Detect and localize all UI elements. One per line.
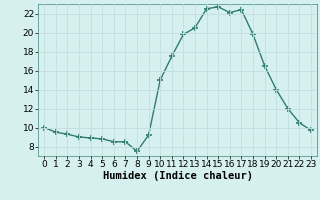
X-axis label: Humidex (Indice chaleur): Humidex (Indice chaleur) [103, 171, 252, 181]
